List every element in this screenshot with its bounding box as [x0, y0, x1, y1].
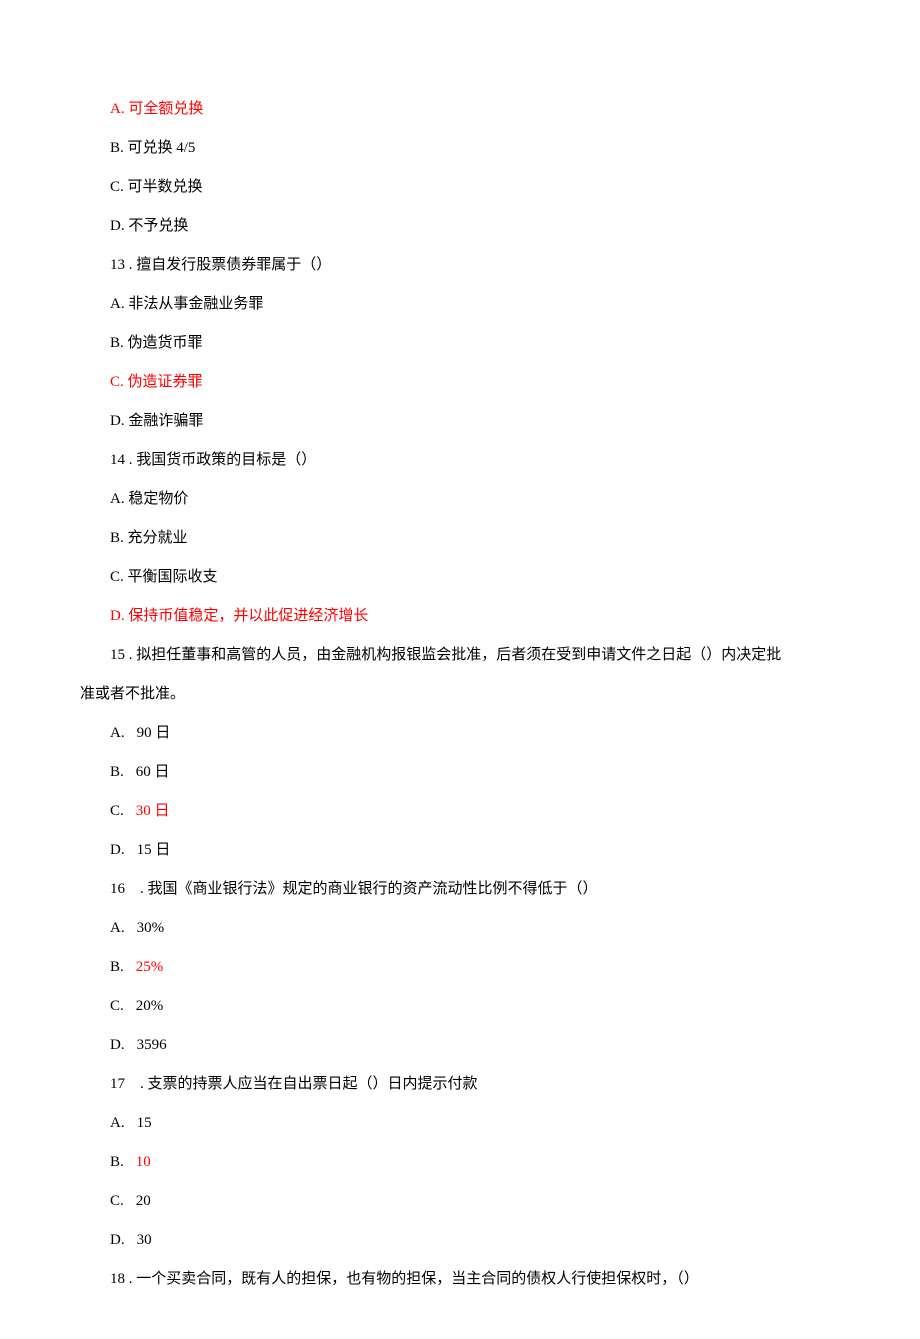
option-text: 20	[136, 1193, 151, 1209]
q17-option-c: C. 20	[80, 1182, 840, 1221]
q17-stem: 17 . 支票的持票人应当在自出票日起（）日内提示付款	[80, 1065, 840, 1104]
option-prefix: B.	[110, 1154, 124, 1170]
q12-option-a: A. 可全额兑换	[80, 90, 840, 129]
option-text: 15 日	[137, 842, 171, 858]
option-prefix: B.	[110, 959, 124, 975]
q13-stem: 13 . 擅自发行股票债券罪属于（）	[80, 246, 840, 285]
option-text: 90 日	[137, 725, 171, 741]
q13-option-c: C. 伪造证券罪	[80, 363, 840, 402]
option-prefix: C.	[110, 803, 124, 819]
option-prefix: B.	[110, 764, 124, 780]
q15-stem-line1: 15 . 拟担任董事和高管的人员，由金融机构报银监会批准，后者须在受到申请文件之…	[80, 636, 840, 675]
q16-option-b: B. 25%	[80, 948, 840, 987]
q17-option-b: B. 10	[80, 1143, 840, 1182]
q16-option-a: A. 30%	[80, 909, 840, 948]
q13-option-d: D. 金融诈骗罪	[80, 402, 840, 441]
q12-option-b: B. 可兑换 4/5	[80, 129, 840, 168]
option-prefix: D.	[110, 1232, 125, 1248]
q16-option-d: D. 3596	[80, 1026, 840, 1065]
option-text: 30%	[137, 920, 165, 936]
option-prefix: A.	[110, 725, 125, 741]
q15-stem-line2: 准或者不批准。	[80, 675, 840, 714]
q15-option-d: D. 15 日	[80, 831, 840, 870]
q18-stem: 18 . 一个买卖合同，既有人的担保，也有物的担保，当主合同的债权人行使担保权时…	[80, 1260, 840, 1299]
q14-option-c: C. 平衡国际收支	[80, 558, 840, 597]
option-text: 60 日	[136, 764, 170, 780]
q13-option-a: A. 非法从事金融业务罪	[80, 285, 840, 324]
q12-option-c: C. 可半数兑换	[80, 168, 840, 207]
q15-option-c: C. 30 日	[80, 792, 840, 831]
q16-stem: 16 . 我国《商业银行法》规定的商业银行的资产流动性比例不得低于（）	[80, 870, 840, 909]
q14-option-d: D. 保持币值稳定，并以此促进经济增长	[80, 597, 840, 636]
option-text: 10	[136, 1154, 151, 1170]
q15-option-a: A. 90 日	[80, 714, 840, 753]
option-text: 30	[137, 1232, 152, 1248]
option-prefix: A.	[110, 920, 125, 936]
q17-option-d: D. 30	[80, 1221, 840, 1260]
option-prefix: C.	[110, 1193, 124, 1209]
option-prefix: D.	[110, 842, 125, 858]
q14-option-a: A. 稳定物价	[80, 480, 840, 519]
option-text: 30 日	[136, 803, 170, 819]
option-prefix: A.	[110, 1115, 125, 1131]
option-prefix: C.	[110, 998, 124, 1014]
option-text: 25%	[136, 959, 164, 975]
q13-option-b: B. 伪造货币罪	[80, 324, 840, 363]
q17-option-a: A. 15	[80, 1104, 840, 1143]
q14-option-b: B. 充分就业	[80, 519, 840, 558]
q12-option-d: D. 不予兑换	[80, 207, 840, 246]
q15-option-b: B. 60 日	[80, 753, 840, 792]
option-text: 20%	[136, 998, 164, 1014]
q14-stem: 14 . 我国货币政策的目标是（）	[80, 441, 840, 480]
q16-option-c: C. 20%	[80, 987, 840, 1026]
option-prefix: D.	[110, 1037, 125, 1053]
option-text: 3596	[137, 1037, 167, 1053]
option-text: 15	[137, 1115, 152, 1131]
